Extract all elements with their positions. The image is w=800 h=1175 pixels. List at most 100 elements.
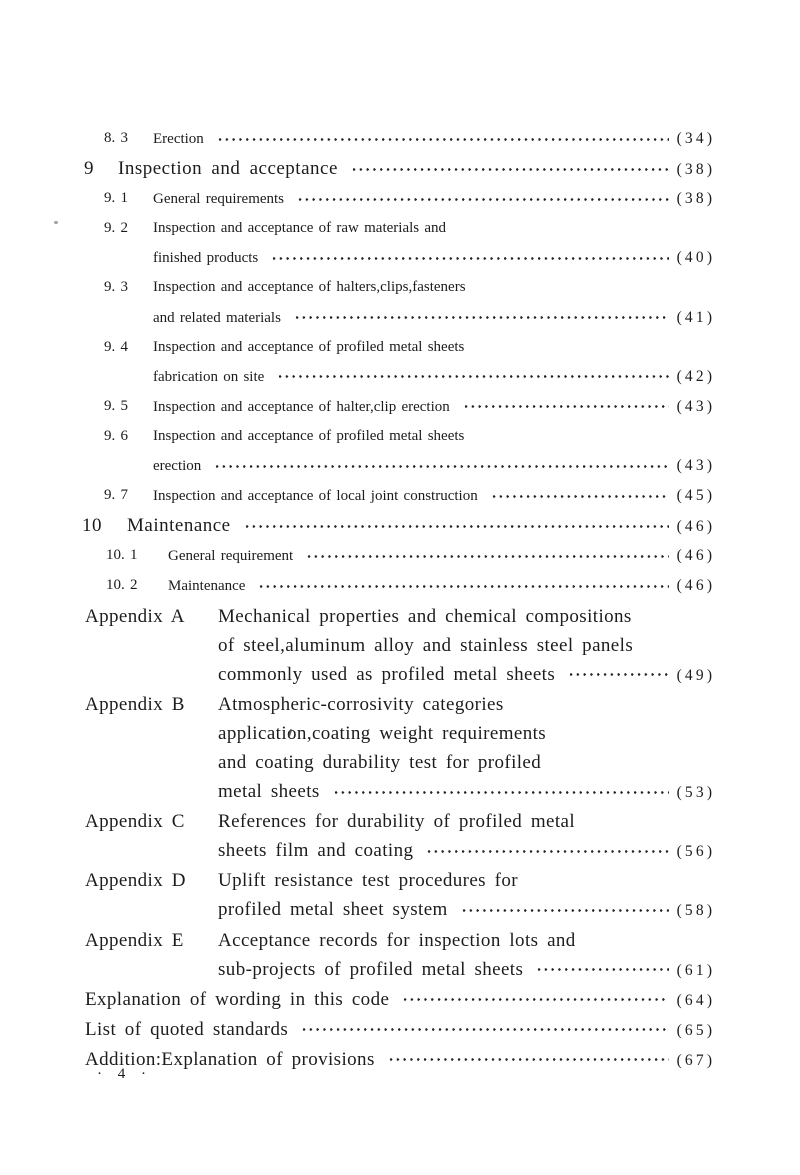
- toc-entry-number: Appendix D: [85, 870, 186, 892]
- toc-entry: 9. 2 Inspection and acceptance of raw ma…: [0, 214, 712, 273]
- toc-entry-text: General requirement: [168, 548, 294, 565]
- toc-entry-line: erection (43): [153, 451, 712, 481]
- toc-entry-line: Maintenance (46): [127, 511, 712, 541]
- toc-entry-line: of steel,aluminum alloy and stainless st…: [218, 631, 712, 660]
- dot-leader: [350, 165, 669, 173]
- toc-entry-line: General requirements (38): [153, 184, 712, 214]
- dot-leader: [271, 254, 669, 262]
- toc-page-number: (38): [676, 161, 716, 179]
- toc-entry-line: and related materials (41): [153, 303, 712, 333]
- toc-entry: Explanation of wording in this code (64): [0, 985, 712, 1015]
- toc-entry-text: Inspection and acceptance of halter,clip…: [153, 398, 450, 415]
- toc-page-number: (64): [676, 991, 716, 1009]
- toc-page-number: (43): [676, 397, 716, 415]
- toc-page-number: (53): [676, 784, 716, 802]
- toc-entry-text: Inspection and acceptance of raw materia…: [153, 220, 447, 237]
- toc-entry-text: Inspection and acceptance: [118, 158, 338, 180]
- toc-entry: 10. 1 General requirement (46): [0, 541, 712, 571]
- toc-entry-text: finished products: [153, 250, 259, 267]
- toc-entry-number: Appendix E: [85, 929, 184, 951]
- toc-entry-number: 10. 1: [106, 547, 138, 564]
- toc-entry-number: 9. 7: [104, 487, 128, 504]
- toc-entry-text: sheets film and coating: [218, 840, 414, 862]
- dot-leader: [490, 492, 669, 500]
- toc-entry-text: Uplift resistance test procedures for: [218, 870, 518, 892]
- toc-entry-text: Explanation of wording in this code: [85, 988, 390, 1010]
- toc-entry: Appendix C References for durability of …: [0, 807, 712, 866]
- toc-entry: 8. 3 Erection (34): [0, 124, 712, 154]
- toc-entry-text: sub-projects of profiled metal sheets: [218, 958, 524, 980]
- toc-entry: 9. 1 General requirements (38): [0, 184, 712, 214]
- toc-page-number: (46): [676, 577, 716, 595]
- toc-entry: 9 Inspection and acceptance (38): [0, 154, 712, 184]
- toc-entry-number: 9: [84, 158, 94, 180]
- dot-leader: [568, 671, 669, 679]
- page-number-footer: · 4 ·: [97, 1066, 152, 1082]
- dot-leader: [536, 966, 669, 974]
- toc-entry-text: List of quoted standards: [85, 1018, 289, 1040]
- dot-leader: [462, 403, 669, 411]
- scan-speck: [54, 221, 58, 224]
- toc-entry-line: profiled metal sheet system (58): [218, 895, 712, 925]
- toc-page-number: (38): [676, 190, 716, 208]
- toc-entry-number: Appendix B: [85, 693, 185, 715]
- toc-entry-line: Atmospheric-corrosivity categories: [218, 690, 712, 719]
- toc-entry-number: 8. 3: [104, 130, 128, 146]
- dot-leader: [460, 906, 669, 914]
- dot-leader: [214, 462, 669, 470]
- toc-entry-line: References for durability of profiled me…: [218, 807, 712, 836]
- toc-entry-line: sub-projects of profiled metal sheets (61…: [218, 955, 712, 985]
- toc-entry-line: Inspection and acceptance of halters,cli…: [153, 273, 712, 302]
- toc-entry-number: 9. 2: [104, 220, 128, 237]
- toc-entry-text: fabrication on site: [153, 368, 265, 385]
- toc-entry: Addition:Explanation of provisions (67): [0, 1045, 712, 1075]
- toc-entry: List of quoted standards (65): [0, 1015, 712, 1045]
- toc-entry-text: Addition:Explanation of provisions: [85, 1048, 375, 1070]
- toc-entry-line: Explanation of wording in this code (64): [85, 985, 712, 1015]
- toc-entry-number: 9. 1: [104, 190, 128, 207]
- toc-entry-text: Inspection and acceptance of profiled me…: [153, 338, 465, 355]
- toc-entry-text: profiled metal sheet system: [218, 899, 448, 921]
- toc-page-number: (46): [676, 518, 716, 536]
- toc-entry: 10. 2 Maintenance (46): [0, 571, 712, 601]
- toc-entry-line: Inspection and acceptance of local joint…: [153, 481, 712, 511]
- toc-entry-line: Maintenance (46): [168, 571, 712, 601]
- toc-entry-text: Mechanical properties and chemical compo…: [218, 605, 632, 627]
- toc-page-number: (43): [676, 457, 716, 475]
- toc-entry-line: Addition:Explanation of provisions (67): [85, 1045, 712, 1075]
- toc-entry-text: and related materials: [153, 309, 281, 326]
- toc-entry-line: List of quoted standards (65): [85, 1015, 712, 1045]
- toc-page-number: (42): [676, 367, 716, 385]
- dot-leader: [402, 996, 669, 1004]
- toc-entry-line: Inspection and acceptance of raw materia…: [153, 214, 712, 243]
- dot-leader: [306, 552, 669, 560]
- toc-entry-line: Mechanical properties and chemical compo…: [218, 602, 712, 631]
- toc-entry-text: Erection: [153, 131, 204, 147]
- toc-entry-number: 9. 3: [104, 279, 128, 296]
- toc-entry-line: metal sheets (53): [218, 777, 712, 807]
- dot-leader: [243, 522, 669, 530]
- toc-entry-line: General requirement (46): [168, 541, 712, 571]
- dot-leader: [426, 847, 669, 855]
- toc-entry-number: 10. 2: [106, 577, 138, 594]
- toc-entry-number: Appendix C: [85, 811, 185, 833]
- toc-entry: Appendix D Uplift resistance test proced…: [0, 866, 712, 925]
- toc-entry-text: Inspection and acceptance of halters,cli…: [153, 279, 466, 296]
- toc-page-number: (34): [676, 130, 716, 147]
- toc-page-number: (40): [676, 249, 716, 267]
- toc-page-number: (67): [676, 1051, 716, 1069]
- toc-entry: Appendix A Mechanical properties and che…: [0, 602, 712, 690]
- toc-entry-text: General requirements: [153, 191, 285, 208]
- toc-entry-number: 9. 6: [104, 427, 128, 444]
- toc-entry-number: 9. 5: [104, 397, 128, 414]
- toc-entry-line: Inspection and acceptance (38): [118, 154, 712, 184]
- toc-page-number: (41): [676, 308, 716, 326]
- toc-page-number: (58): [676, 902, 716, 920]
- toc-entry-text: metal sheets: [218, 781, 320, 803]
- toc-entry: 9. 4 Inspection and acceptance of profil…: [0, 333, 712, 392]
- toc-entry: 9. 7 Inspection and acceptance of local …: [0, 481, 712, 511]
- toc-entry-line: Inspection and acceptance of profiled me…: [153, 422, 712, 451]
- toc-entry-text: erection: [153, 458, 202, 475]
- toc-entry-number: Appendix A: [85, 605, 185, 627]
